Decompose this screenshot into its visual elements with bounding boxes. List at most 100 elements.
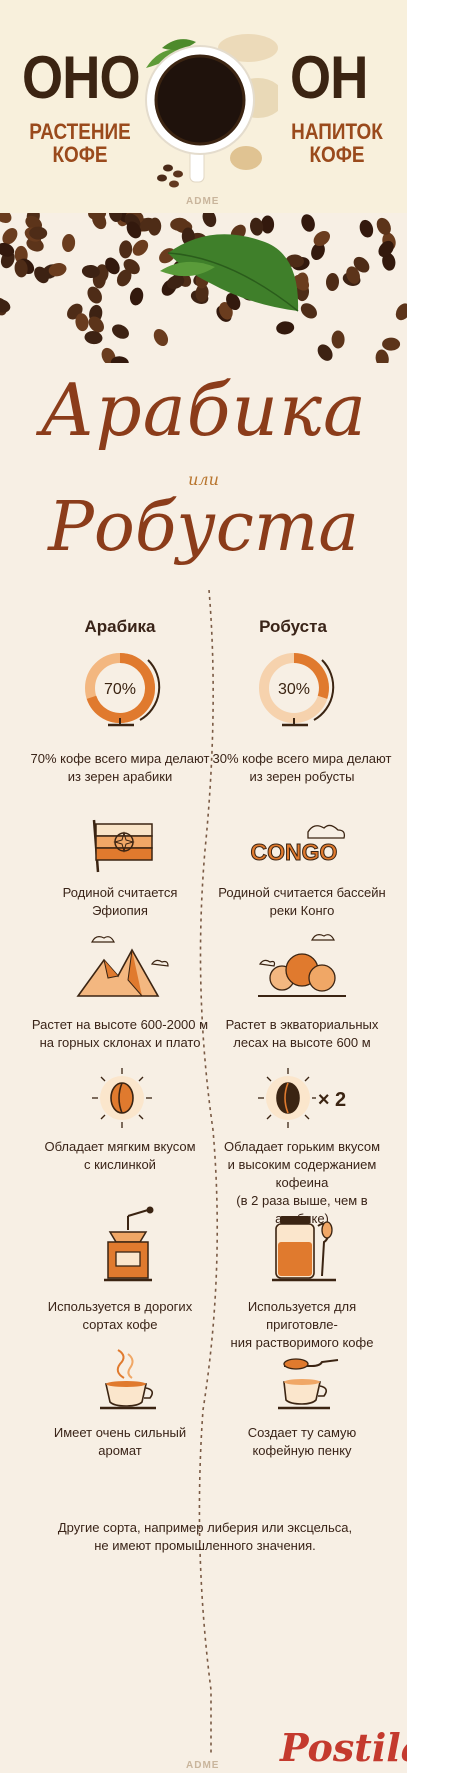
row3-left-text: Растет на высоте 600-2000 м на горных ск… [25, 1016, 215, 1052]
row6-left-text: Имеет очень сильный аромат [25, 1424, 215, 1460]
coffee-bean [170, 217, 189, 231]
row3-right-line1: Растет в экваториальных [225, 1017, 379, 1032]
row1-right-line2: из зерен робусты [249, 769, 355, 784]
row2-right-line2: реки Конго [269, 903, 335, 918]
badge-70: 70% [104, 681, 136, 698]
coffee-bean [395, 303, 407, 321]
row3-right-line2: лесах на высоте 600 м [233, 1035, 371, 1050]
row4-left-text: Обладает мягким вкусом с кислинкой [25, 1138, 215, 1174]
coffee-bean [378, 240, 394, 258]
row6-left-line1: Имеет очень сильный [53, 1425, 187, 1440]
tropical-forest-icon [258, 934, 346, 997]
row5-right-line2: ния растворимого кофе [230, 1335, 374, 1350]
coffee-bean [34, 266, 49, 284]
row2-right-text: Родиной считается бассейн реки Конго [212, 884, 392, 920]
coffee-bean [313, 230, 330, 247]
coffee-bean [0, 299, 11, 313]
coffee-bean [153, 328, 169, 347]
coffee-bean [116, 269, 132, 287]
coffee-bean [202, 213, 217, 228]
coffee-bean [129, 287, 144, 306]
footer-line1: Другие сорта, например либерия или эксце… [57, 1520, 353, 1535]
globe-30-percent-icon: 30% [259, 653, 335, 727]
footer-brand: ADME [186, 1760, 220, 1771]
coffee-bean [226, 292, 241, 311]
coffee-bean [26, 237, 44, 252]
row5-right-line1: Используется для приготовле- [247, 1299, 357, 1332]
ethiopia-flag-icon [92, 819, 153, 873]
row5-right-text: Используется для приготовле- ния раствор… [212, 1298, 392, 1352]
coffee-bean [87, 286, 102, 304]
coffee-bean [126, 221, 142, 239]
coffee-beans-band [0, 213, 407, 363]
header-left-sub-line1: РАСТЕНИЕ [29, 119, 131, 144]
row1-right-text: 30% кофе всего мира делают из зерен робу… [212, 750, 392, 786]
row2-right-line1: Родиной считается бассейн [218, 885, 386, 900]
coffee-bean [2, 228, 18, 245]
row2-left-line2: Эфиопия [92, 903, 148, 918]
row6-left-line2: аромат [98, 1443, 142, 1458]
coffee-bean [195, 283, 209, 302]
coffee-bean [105, 257, 120, 275]
coffee-grinder-icon [104, 1206, 154, 1282]
row4-left-line2: с кислинкой [84, 1157, 156, 1172]
row4-left-line1: Обладает мягким вкусом [44, 1139, 196, 1154]
coffee-bean [29, 226, 48, 240]
postila-watermark: Postila.ru [280, 1725, 407, 1770]
coffee-bean [382, 252, 396, 271]
row1-left-line2: из зерен арабики [67, 769, 173, 784]
aromatic-coffee-cup-icon [100, 1349, 156, 1410]
coffee-bean [75, 313, 89, 332]
coffee-bean [359, 219, 374, 238]
globe-70-percent-icon: 70% [85, 653, 161, 727]
footer-line2: не имеют промышленного значения. [94, 1538, 316, 1553]
coffee-bean [132, 239, 149, 256]
coffee-bean [382, 337, 401, 351]
row6-right-text: Создает ту самую кофейную пенку [212, 1424, 392, 1460]
header-left-subtitle: РАСТЕНИЕ КОФЕ [20, 120, 140, 166]
row4-right-line1: Обладает горьким вкусом [223, 1139, 381, 1154]
coffee-bean [325, 273, 340, 291]
row2-left-text: Родиной считается Эфиопия [25, 884, 215, 920]
footer-note: Другие сорта, например либерия или эксце… [40, 1519, 370, 1555]
coffee-bean [108, 213, 123, 222]
coffee-bean [293, 274, 310, 291]
title-connector: или [188, 470, 219, 489]
coffee-cup-illustration [145, 34, 278, 188]
coffee-bean-mild-icon [92, 1068, 152, 1128]
row2-left-line1: Родиной считается [62, 885, 178, 900]
coffee-bean [301, 214, 315, 232]
coffee-bean [84, 331, 103, 345]
coffee-bean [353, 256, 370, 273]
header-brand: ADME [186, 196, 220, 207]
coffee-bean [331, 330, 345, 349]
coffee-bean [376, 217, 391, 235]
row6-right-line1: Создает ту самую [247, 1425, 357, 1440]
row3-left-line1: Растет на высоте 600-2000 м [31, 1017, 209, 1032]
header: ОНО РАСТЕНИЕ КОФЕ ОН НАПИТОК КОФЕ ADME [0, 0, 407, 213]
coffee-bean [62, 234, 76, 252]
congo-label-icon: CONGO [250, 824, 346, 866]
header-left-title: ОНО [22, 44, 141, 111]
coffee-bean [261, 215, 275, 234]
coffee-bean [81, 264, 100, 279]
instant-coffee-jar-icon [272, 1216, 336, 1282]
row4-right-line2: и высоким содержанием кофеина [227, 1157, 377, 1190]
coffee-bean [0, 242, 15, 257]
column-heading-arabica: Арабика [84, 617, 156, 636]
header-right-sub-line1: НАПИТОК [291, 119, 383, 144]
row5-left-line2: сортах кофе [82, 1317, 158, 1332]
coffee-bean [14, 259, 28, 278]
coffee-bean [119, 240, 133, 259]
row1-left-text: 70% кофе всего мира делают из зерен араб… [25, 750, 215, 786]
header-left-sub-line2: КОФЕ [52, 142, 108, 168]
coffee-bean [110, 356, 129, 363]
infographic: ОНО РАСТЕНИЕ КОФЕ ОН НАПИТОК КОФЕ ADME [0, 0, 407, 1773]
column-heading-robusta: Робуста [259, 617, 327, 636]
coffee-bean [250, 217, 264, 236]
row5-left-line1: Используется в дорогих [47, 1299, 193, 1314]
coffee-bean [276, 321, 295, 335]
coffee-bean-strong-icon: × 2 [258, 1068, 346, 1128]
title-arabica: Арабика [40, 368, 367, 452]
coffee-bean [311, 242, 325, 261]
